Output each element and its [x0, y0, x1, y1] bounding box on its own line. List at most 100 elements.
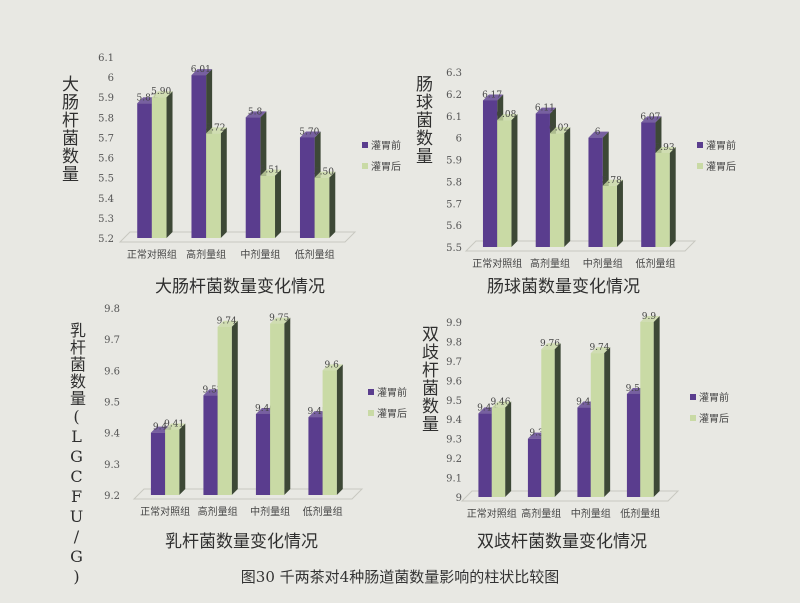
figure-caption: 图30 千两茶对4种肠道菌数量影响的柱状比较图 — [240, 568, 560, 586]
chart-3-data-label: 9.41 — [164, 420, 184, 430]
chart-2-ytick: 5.8 — [446, 177, 462, 188]
chart-1-ytick: 5.8 — [98, 113, 114, 124]
chart-4-data-label: 9.43 — [477, 403, 497, 413]
chart-4-ytick: 9.1 — [446, 474, 462, 485]
chart-2-bar-top — [549, 127, 571, 134]
chart-3-bar-side — [231, 320, 238, 495]
chart-3-bar-side — [179, 423, 186, 495]
chart-1-bar-before — [245, 117, 261, 238]
chart-3-floor — [132, 488, 364, 500]
chart-1-ytick: 5.9 — [98, 93, 114, 104]
chart-2-bar-before — [641, 122, 656, 247]
chart-2-bar-after — [549, 133, 565, 247]
chart-4-legend-label: 灌胃后 — [699, 413, 729, 425]
chart-3-data-label: 9.4 — [153, 423, 168, 433]
chart-2-ytick: 6.2 — [446, 90, 462, 101]
chart-4-bar-side — [604, 347, 611, 497]
chart-2-legend-label: 灌胃前 — [706, 139, 736, 152]
chart-4-ytick: 9.8 — [446, 337, 462, 348]
chart-2-data-label: 6.17 — [482, 90, 502, 100]
chart-2-data-label: 6.08 — [496, 110, 516, 120]
chart-4-xtick: 中剂量组 — [571, 507, 611, 520]
chart-1-ytick: 5.2 — [98, 234, 114, 245]
chart-1-ytick: 5.6 — [98, 154, 114, 165]
chart-4-bar-side — [554, 343, 561, 497]
chart-1-data-label: 6.01 — [191, 65, 211, 75]
chart-3-ytick: 9.7 — [104, 335, 120, 346]
chart-2-ytick: 5.7 — [446, 199, 462, 210]
chart-2-data-label: 6.02 — [549, 123, 569, 133]
chart-2-xtick: 低剂量组 — [635, 257, 675, 270]
chart-1-bar-after — [206, 133, 221, 238]
chart-1-bar-side — [220, 127, 227, 238]
chart-2-ytick: 5.6 — [446, 221, 462, 232]
chart-2-title: 肠球菌数量变化情况 — [487, 277, 640, 297]
chart-4-bar-side — [653, 316, 660, 497]
chart-2-bar-after — [497, 120, 512, 247]
chart-2-bar-before — [535, 113, 550, 247]
chart-4-bar-before — [527, 438, 542, 497]
chart-4-ytick: 9.2 — [446, 454, 462, 465]
chart-1-bar-top — [299, 131, 321, 138]
chart-1-bar-top — [314, 171, 336, 178]
chart-2-bar-side — [669, 146, 676, 247]
chart-1-bar-before — [191, 75, 207, 238]
chart-1-legend-label: 灌胃前 — [371, 139, 401, 152]
chart-1-ylabel: 大肠杆菌数量 — [58, 75, 78, 183]
chart-4-data-label: 9.74 — [589, 343, 609, 353]
chart-2-bar-side — [616, 179, 623, 247]
chart-3-bar-after — [270, 323, 285, 495]
chart-2-ylabel: 肠球菌数量 — [412, 75, 432, 165]
chart-2-xtick: 正常对照组 — [472, 257, 522, 270]
chart-4-legend-label: 灌胃前 — [699, 391, 729, 404]
chart-1-bar-top — [151, 91, 173, 98]
chart-1-bar-top — [245, 111, 267, 118]
chart-4-legend-swatch — [690, 394, 696, 400]
chart-4-floor — [460, 490, 680, 502]
chart-3-bar-top — [165, 423, 186, 430]
chart-1-bar-side — [329, 171, 336, 238]
chart-1-data-label: 5.72 — [205, 123, 225, 133]
chart-4-data-label: 9.9 — [642, 312, 657, 322]
chart-2-bar-top — [535, 107, 556, 114]
chart-2-bar-top — [482, 94, 504, 101]
chart-4-bar-before — [626, 393, 641, 497]
chart-3-bar-before — [308, 417, 323, 495]
chart-4-ylabel: 双歧杆菌数量 — [418, 325, 438, 433]
chart-3-xtick: 正常对照组 — [140, 505, 190, 518]
chart-2-data-label: 6.11 — [535, 104, 555, 114]
chart-2-bar-after — [655, 152, 670, 247]
chart-4-ytick: 9 — [456, 493, 462, 504]
chart-1-bar-side — [275, 169, 282, 238]
chart-2-ytick: 6.1 — [446, 112, 462, 123]
chart-2-legend-swatch — [697, 142, 703, 148]
chart-4-ytick: 9.3 — [446, 435, 462, 446]
chart-1-bar-top — [260, 169, 282, 176]
chart-2-ytick: 6 — [456, 134, 462, 145]
chart-2-bar-before — [588, 137, 603, 247]
chart-1-xtick: 高剂量组 — [186, 248, 226, 261]
chart-2-bar-side — [511, 114, 518, 247]
chart-3-xtick: 高剂量组 — [198, 505, 238, 518]
chart-4-bar-top — [491, 401, 512, 408]
chart-2-ytick: 5.9 — [446, 156, 462, 167]
chart-1-legend-swatch — [362, 142, 368, 148]
chart-3-legend-swatch — [368, 410, 374, 416]
chart-4-xtick: 低剂量组 — [620, 507, 660, 520]
chart-2-bar-top — [655, 146, 676, 153]
chart-3-bar-before — [255, 413, 271, 495]
chart-1-data-label: 5.90 — [151, 87, 171, 97]
chart-3-bar-after — [322, 370, 337, 495]
chart-1-xtick: 正常对照组 — [127, 248, 177, 261]
chart-3-bar-before — [203, 395, 218, 495]
chart-4-ytick: 9.9 — [446, 318, 462, 329]
chart-2-bar-top — [641, 116, 662, 123]
chart-3-bar-side — [336, 364, 343, 495]
chart-3-bar-top — [270, 317, 291, 324]
chart-3-bar-after — [165, 429, 180, 495]
chart-1-ytick: 5.7 — [98, 133, 114, 144]
chart-2-bar-top — [588, 131, 609, 138]
chart-1-ytick: 6 — [108, 73, 114, 84]
chart-1-bar-after — [151, 97, 167, 238]
chart-3-data-label: 9.6 — [325, 360, 340, 370]
